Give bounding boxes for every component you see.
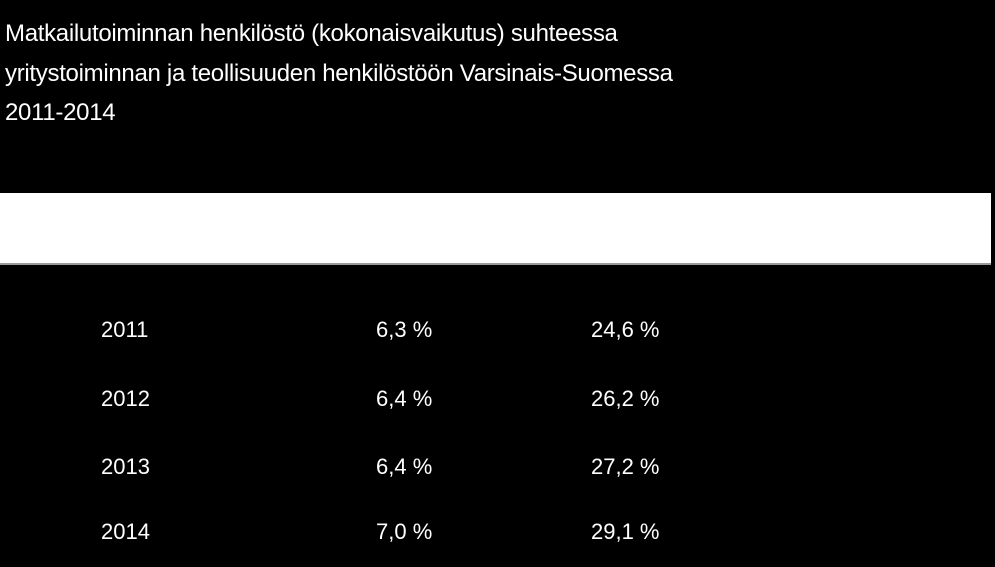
table-cell: 2014 [101,519,150,544]
table-cell: 6,3 % [376,317,433,342]
title-line: 2011-2014 [5,99,116,126]
table-cell: 24,6 % [591,317,660,342]
table-cell: 6,4 % [376,454,433,479]
table-cell: 6,4 % [376,386,433,411]
table-cell: 29,1 % [591,519,660,544]
table-header [0,193,991,265]
table-cell: 2012 [101,386,150,411]
table-cell: 2011 [101,317,149,342]
table-cell: 2013 [101,454,150,479]
table-cell: 26,2 % [591,386,660,411]
title-line: yritystoiminnan ja teollisuuden henkilös… [5,59,673,87]
table-cell: 7,0 % [376,519,433,544]
title: Matkailutoiminnan henkilöstö (kokonaisva… [5,14,673,133]
table-cell: 27,2 % [591,454,660,479]
title-line: Matkailutoiminnan henkilöstö (kokonaisva… [5,20,618,47]
